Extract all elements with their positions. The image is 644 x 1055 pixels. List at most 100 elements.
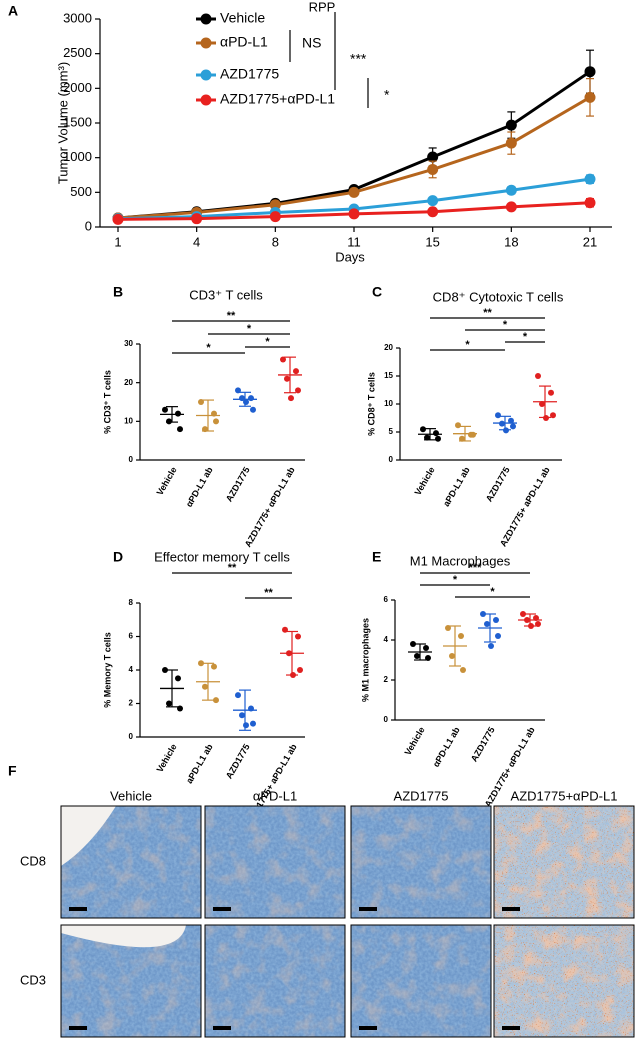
sd-bar [239, 689, 251, 731]
sd-bar [449, 625, 461, 667]
x-tick-label: AZD1775 [469, 725, 497, 763]
data-point [177, 426, 183, 433]
y-tick-label: 0 [384, 715, 389, 724]
y-tick-label: 1500 [63, 114, 92, 129]
data-point [293, 368, 299, 375]
data-point [213, 697, 219, 704]
annotation: * [384, 87, 390, 103]
y-tick-label: 2500 [63, 45, 92, 60]
frame [204, 924, 346, 1038]
data-point [423, 645, 429, 651]
legend-label: AZD1775+αPD-L1 [220, 91, 335, 107]
data-point [162, 406, 168, 413]
data-point [243, 722, 249, 729]
data-point [191, 213, 203, 225]
data-point [449, 653, 455, 659]
data-point [510, 423, 516, 430]
micrograph [60, 924, 202, 1038]
data-point [166, 418, 172, 425]
data-point [348, 208, 360, 220]
panel-label: F [8, 763, 17, 779]
frame [350, 924, 492, 1038]
panel-label: A [8, 3, 18, 19]
y-axis-label: % CD3⁺ T cells [102, 370, 112, 434]
data-point [550, 412, 556, 419]
data-point [535, 373, 541, 379]
chart-title: RPP [309, 0, 336, 14]
data-point [495, 412, 501, 419]
data-point [295, 387, 301, 394]
frame [493, 924, 635, 1038]
data-point [269, 211, 281, 223]
scale-bar [213, 1026, 231, 1030]
data-point [505, 184, 517, 196]
sd-bar [286, 630, 298, 676]
sd-bar [239, 391, 251, 407]
data-point [211, 663, 217, 670]
column-label: αPD-L1 [253, 788, 297, 803]
tissue-edge [61, 925, 186, 948]
data-point [410, 641, 416, 647]
y-tick-label: 6 [129, 632, 134, 641]
sd-bar [414, 643, 426, 661]
column-label: Vehicle [110, 788, 152, 803]
sd-bar [499, 415, 511, 431]
data-point [548, 389, 554, 396]
sig-label: ** [228, 562, 237, 574]
column-label: AZD1775 [394, 788, 449, 803]
data-point [458, 633, 464, 639]
data-point [166, 700, 172, 707]
x-tick-label: 18 [504, 234, 518, 249]
y-axis-label: Tumor Volume (mm³) [55, 62, 70, 184]
x-tick-label: 4 [193, 234, 200, 249]
row-label: CD8 [20, 853, 46, 868]
data-point [480, 611, 486, 617]
y-tick-label: 30 [124, 339, 133, 348]
y-tick-label: 0 [129, 732, 134, 741]
annotation: *** [350, 51, 367, 67]
sig-label: *** [469, 562, 483, 574]
sig-label: * [523, 331, 528, 343]
data-point [493, 617, 499, 623]
y-tick-label: 0 [85, 218, 92, 233]
y-tick-label: 5 [389, 427, 394, 436]
sig-label: * [247, 323, 252, 335]
x-tick-label: 11 [347, 234, 361, 249]
annotation: NS [302, 35, 321, 51]
tissue-edge [61, 806, 116, 866]
data-point [235, 692, 241, 699]
data-point [584, 197, 596, 209]
y-tick-label: 0 [129, 455, 134, 464]
y-tick-label: 20 [384, 343, 393, 352]
chart-title: Effector memory T cells [154, 549, 290, 564]
data-point [424, 434, 430, 441]
data-point [584, 91, 596, 103]
frame [350, 805, 492, 919]
data-point [520, 611, 526, 617]
y-tick-label: 0 [389, 455, 394, 464]
scale-bar [69, 907, 87, 911]
y-tick-label: 6 [384, 595, 389, 604]
data-point [539, 401, 545, 407]
y-tick-label: 3000 [63, 10, 92, 25]
data-point [280, 356, 286, 363]
frame [60, 805, 202, 919]
x-tick-label: AZD1775 [484, 465, 512, 503]
data-point [297, 667, 303, 673]
series-line [117, 96, 591, 220]
legend-marker [200, 94, 212, 106]
x-tick-label: αPD-L1 ab [431, 725, 462, 769]
frame [493, 805, 635, 919]
data-point [459, 435, 465, 442]
x-tick-label: Vehicle [403, 725, 427, 757]
panel-label: D [113, 549, 123, 565]
legend-marker [200, 13, 212, 25]
tissue-stain [351, 806, 491, 918]
sd-bar [484, 613, 496, 643]
scale-bar [502, 907, 520, 911]
panel-label: B [113, 284, 123, 300]
data-point [584, 66, 596, 78]
scale-bar [69, 1026, 87, 1030]
data-point [112, 213, 124, 225]
